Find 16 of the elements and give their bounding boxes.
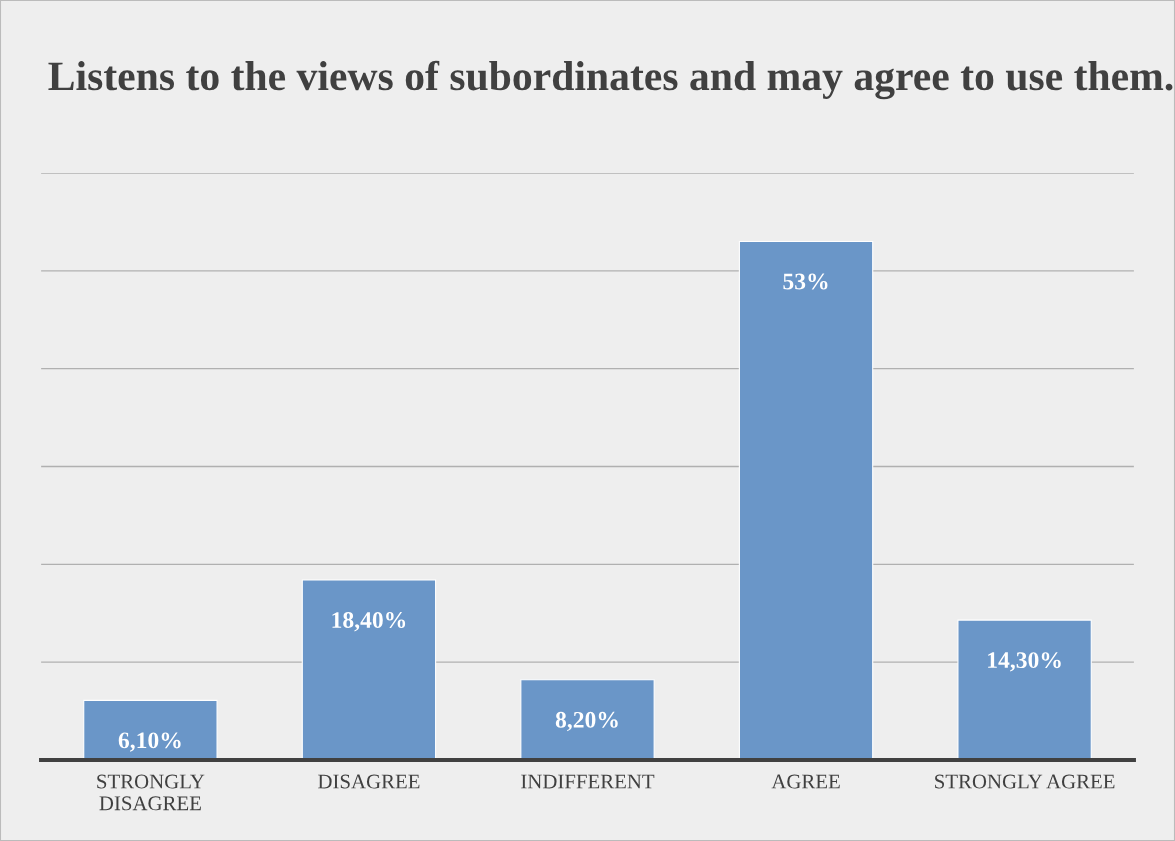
chart-title: Listens to the views of subordinates and may agree to use them. xyxy=(48,60,1173,100)
x-tick-label: INDIFFERENT xyxy=(521,774,655,789)
data-label: 8,20% xyxy=(555,711,618,732)
bar xyxy=(301,579,437,761)
x-tick-label: DISAGREE xyxy=(318,774,420,789)
x-tick-label: STRONGLY AGREE xyxy=(935,774,1115,789)
data-label: 53% xyxy=(783,273,828,290)
x-tick-label: AGREE xyxy=(771,774,840,789)
bar xyxy=(520,679,655,761)
bar xyxy=(83,699,218,761)
data-label: 6,10% xyxy=(118,732,181,752)
x-tick-label: STRONGLY DISAGREE xyxy=(97,774,205,811)
data-label: 18,40% xyxy=(332,612,406,632)
bar xyxy=(738,240,874,761)
data-label: 14,30% xyxy=(988,652,1061,672)
bar xyxy=(957,619,1092,761)
